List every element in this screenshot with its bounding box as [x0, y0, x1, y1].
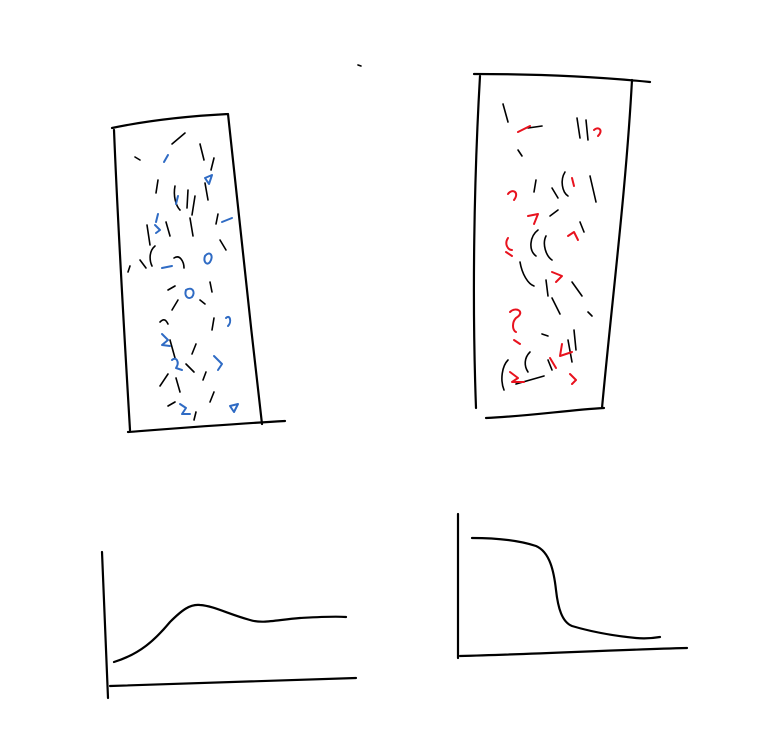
left-container [110, 112, 287, 434]
left-graph-x-axis [108, 676, 358, 688]
right-red-particles [505, 125, 602, 385]
stray-mark [357, 64, 362, 67]
left-graph-y-axis [100, 550, 110, 700]
right-container-outline [472, 72, 652, 420]
left-black-strokes [127, 132, 227, 421]
left-graph-curve [112, 603, 348, 664]
right-graph-curve [470, 536, 662, 640]
right-graph-x-axis [458, 646, 689, 658]
right-black-strokes [501, 103, 597, 391]
right-graph [456, 512, 689, 660]
right-container [472, 72, 652, 420]
left-container-outline [110, 112, 287, 434]
left-blue-particles [154, 154, 239, 415]
left-graph [100, 550, 358, 700]
